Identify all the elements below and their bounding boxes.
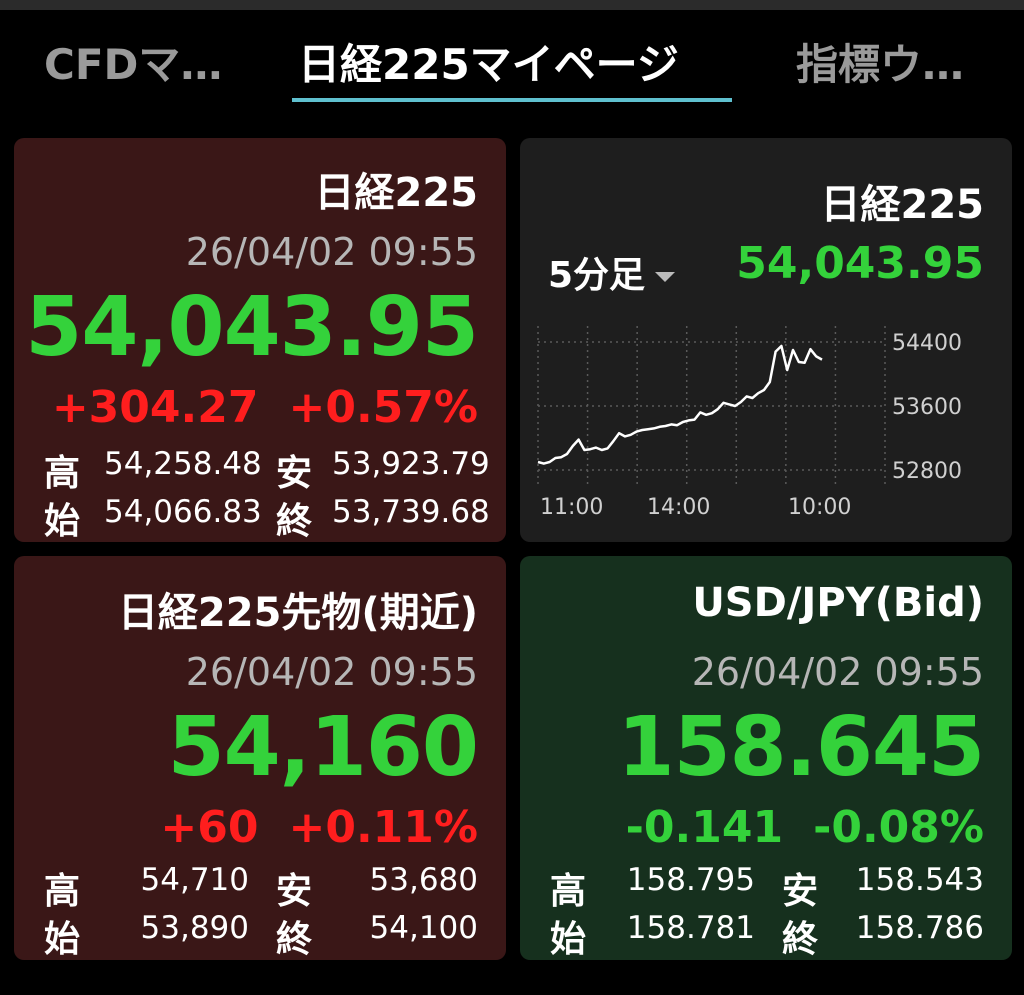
y-tick-label: 52800 <box>892 459 962 484</box>
close-value: 54,100 <box>369 910 478 946</box>
x-tick-label: 11:00 <box>540 495 603 520</box>
open-value: 53,890 <box>140 910 249 946</box>
open-label: 始 <box>550 919 587 960</box>
nikkei-price: 54,043.95 <box>25 280 479 375</box>
open-value: 54,066.83 <box>104 494 262 530</box>
futures-change: +60 <box>160 802 259 846</box>
high-label: 高 <box>44 871 81 912</box>
open-value: 158.781 <box>626 910 755 946</box>
chart-card[interactable]: 日経225 5分足 54,043.95 54400 53600 52800 11:00… <box>520 138 1012 542</box>
high-value: 54,258.48 <box>104 446 262 482</box>
close-value: 53,739.68 <box>332 494 490 530</box>
series-line <box>537 344 823 465</box>
period-selector[interactable]: 5分足 <box>548 246 676 298</box>
high-value: 158.795 <box>626 862 755 898</box>
usdjpy-changes: -0.141 -0.08% <box>596 802 984 846</box>
open-label: 始 <box>44 919 81 960</box>
open-label: 始 <box>44 501 81 542</box>
usdjpy-title: USD/JPY(Bid) <box>692 580 984 626</box>
y-tick-label: 53600 <box>892 395 962 420</box>
active-tab-indicator <box>292 98 732 102</box>
y-tick-label: 54400 <box>892 331 962 356</box>
high-label: 高 <box>550 871 587 912</box>
price-chart: 54400 53600 52800 11:00 14:00 10:00 <box>537 326 962 520</box>
close-label: 終 <box>276 501 313 542</box>
caret-down-icon <box>655 272 676 282</box>
period-label: 5分足 <box>548 255 646 296</box>
high-label: 高 <box>44 453 81 494</box>
chart-price: 54,043.95 <box>736 238 984 289</box>
nikkei-change-pct: +0.57% <box>288 382 478 426</box>
chart-title: 日経225 <box>820 182 985 228</box>
usdjpy-datetime: 26/04/02 09:55 <box>691 650 984 694</box>
nikkei-datetime: 26/04/02 09:55 <box>185 230 478 274</box>
tab-cfd[interactable]: CFDマ… <box>44 40 223 89</box>
nikkei-title: 日経225 <box>314 170 479 216</box>
futures-changes: +60 +0.11% <box>130 802 478 846</box>
close-value: 158.786 <box>855 910 984 946</box>
nikkei-change: +304.27 <box>51 382 259 426</box>
tab-indicator[interactable]: 指標ウ… <box>796 40 965 89</box>
close-label: 終 <box>782 919 819 960</box>
x-tick-label: 10:00 <box>788 495 851 520</box>
x-tick-label: 14:00 <box>647 495 710 520</box>
high-value: 54,710 <box>140 862 249 898</box>
low-value: 158.543 <box>855 862 984 898</box>
low-label: 安 <box>782 871 819 912</box>
low-value: 53,680 <box>369 862 478 898</box>
usdjpy-change-pct: -0.08% <box>813 802 984 846</box>
low-label: 安 <box>276 871 313 912</box>
usdjpy-card[interactable]: USD/JPY(Bid) 26/04/02 09:55 158.645 -0.1… <box>520 556 1012 960</box>
usdjpy-change: -0.141 <box>625 802 784 846</box>
nikkei-card[interactable]: 日経225 26/04/02 09:55 54,043.95 +304.27 +0… <box>14 138 506 542</box>
futures-change-pct: +0.11% <box>288 802 478 846</box>
futures-title: 日経225先物(期近) <box>117 590 478 636</box>
low-value: 53,923.79 <box>332 446 490 482</box>
usdjpy-price: 158.645 <box>617 700 985 795</box>
futures-card[interactable]: 日経225先物(期近) 26/04/02 09:55 54,160 +60 +0.… <box>14 556 506 960</box>
top-status-strip <box>0 0 1024 10</box>
low-label: 安 <box>276 453 313 494</box>
futures-datetime: 26/04/02 09:55 <box>185 650 478 694</box>
tab-nikkei-mypage[interactable]: 日経225マイページ <box>298 40 679 89</box>
futures-price: 54,160 <box>167 700 479 795</box>
close-label: 終 <box>276 919 313 960</box>
nikkei-changes: +304.27 +0.57% <box>22 382 478 426</box>
